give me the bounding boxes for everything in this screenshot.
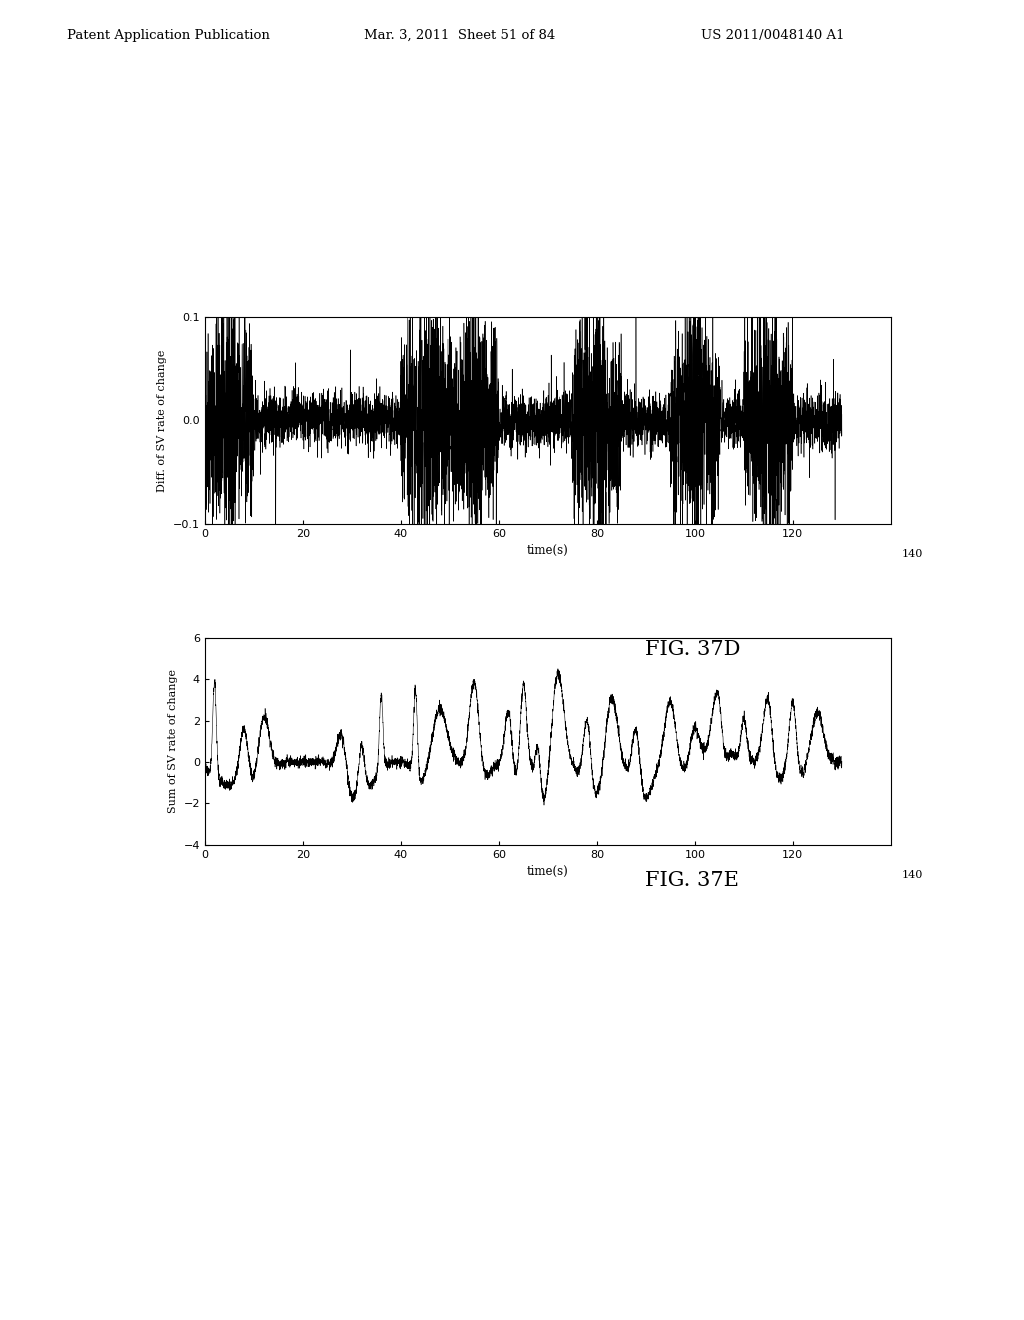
X-axis label: time(s): time(s) [527,544,568,557]
Text: Mar. 3, 2011  Sheet 51 of 84: Mar. 3, 2011 Sheet 51 of 84 [364,29,555,42]
X-axis label: time(s): time(s) [527,865,568,878]
Text: FIG. 37E: FIG. 37E [645,871,739,890]
Y-axis label: Sum of SV rate of change: Sum of SV rate of change [168,669,178,813]
Text: 140: 140 [901,870,923,879]
Text: US 2011/0048140 A1: US 2011/0048140 A1 [701,29,845,42]
Y-axis label: Diff. of SV rate of change: Diff. of SV rate of change [158,350,167,491]
Text: FIG. 37D: FIG. 37D [645,640,740,659]
Text: Patent Application Publication: Patent Application Publication [67,29,269,42]
Text: 140: 140 [901,549,923,558]
